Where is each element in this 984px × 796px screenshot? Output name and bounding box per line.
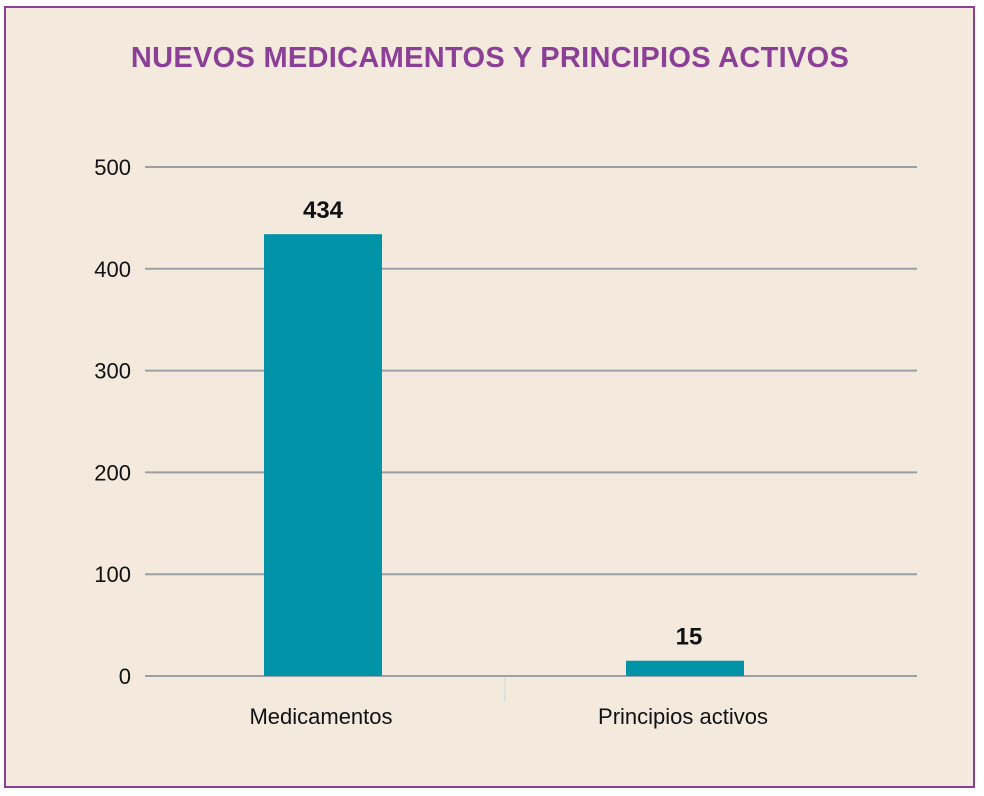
y-tick-label: 400 (94, 257, 131, 282)
y-tick-label: 200 (94, 460, 131, 485)
bar-medicamentos (264, 234, 382, 677)
y-tick-label: 500 (94, 155, 131, 180)
chart-frame (4, 6, 975, 788)
data-label: 434 (303, 197, 344, 224)
bars (264, 234, 744, 677)
y-tick-label: 300 (94, 359, 131, 384)
y-tick-label: 100 (94, 562, 131, 587)
x-category-label: Medicamentos (249, 704, 392, 729)
y-axis-ticks: 0 100 200 300 400 500 (94, 155, 131, 689)
y-tick-label: 0 (119, 664, 131, 689)
gridlines (145, 166, 917, 702)
bar-principios-activos (626, 660, 744, 676)
x-axis-categories: Medicamentos Principios activos (249, 704, 768, 729)
x-category-label: Principios activos (598, 704, 768, 729)
data-label: 15 (676, 624, 703, 651)
data-labels: 434 15 (303, 197, 702, 651)
chart-title: NUEVOS MEDICAMENTOS Y PRINCIPIOS ACTIVOS (130, 42, 850, 74)
